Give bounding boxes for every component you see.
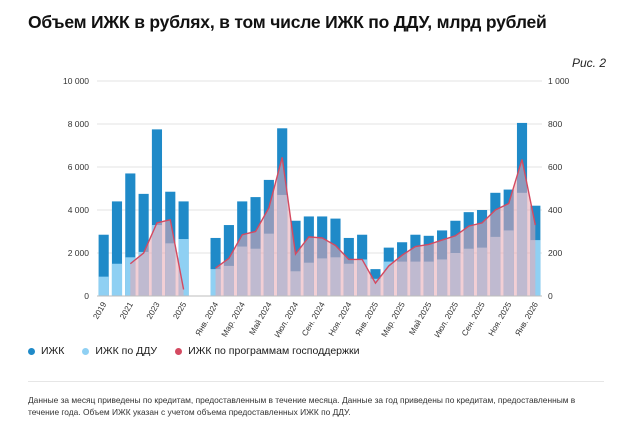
bar-izhk (210, 237, 221, 296)
y-tick-label-left: 4 000 (68, 205, 90, 215)
y-tick-label-right: 400 (548, 205, 562, 215)
bar-izhk-ddu (98, 276, 109, 296)
bar-izhk (151, 129, 163, 296)
y-tick-label-left: 0 (84, 291, 89, 301)
legend: ИЖК ИЖК по ДДУ ИЖК по программам господд… (28, 345, 360, 357)
x-tick-label: Янв. 2024 (194, 300, 221, 337)
chart: 0 0 2 000 200 4 000 400 6 000 600 8 000 800 10 000… (63, 76, 570, 339)
legend-label-izhk-ddu: ИЖК по ДДУ (95, 345, 158, 357)
y-tick-label-right: 0 (548, 291, 553, 301)
divider (28, 381, 604, 382)
bar-izhk-ddu (111, 263, 123, 296)
bar-izhk (98, 234, 109, 296)
legend-swatch-izhk (28, 347, 35, 355)
x-tick-label: Май 2025 (407, 300, 433, 337)
y-tick-label-left: 8 000 (68, 119, 90, 129)
x-tick-label: Сен. 2024 (300, 300, 327, 338)
x-tick-label: 2023 (145, 300, 162, 321)
x-tick-label: Июл. 2024 (273, 300, 301, 339)
y-tick-label-left: 6 000 (68, 162, 90, 172)
footnote: Данные за месяц приведены по кредитам, п… (28, 395, 576, 417)
x-tick-label: Ноя. 2025 (487, 300, 514, 338)
legend-item-izhk-gov: ИЖК по программам господдержки (175, 345, 360, 357)
x-tick-label: Мар. 2025 (380, 300, 407, 338)
x-tick-label: Сен. 2025 (460, 300, 487, 338)
y-tick-label-left: 10 000 (63, 76, 89, 86)
line-izhk-gov (129, 218, 185, 290)
x-tick-label: 2021 (118, 300, 135, 321)
x-tick-label: Янв. 2025 (354, 300, 381, 337)
legend-item-izhk-ddu: ИЖК по ДДУ (82, 345, 157, 357)
x-tick-label: Июл. 2025 (433, 300, 461, 339)
x-tick-label: Янв. 2026 (513, 300, 540, 337)
area-izhk-gov (215, 157, 536, 296)
area-izhk-gov (130, 219, 184, 296)
legend-label-izhk: ИЖК (41, 345, 65, 357)
line-izhk-gov (215, 157, 537, 285)
y-tick-label-right: 600 (548, 162, 562, 172)
legend-swatch-izhk-gov (175, 347, 183, 355)
y-tick-label-right: 1 000 (548, 76, 570, 86)
x-tick-label: Май 2024 (248, 300, 274, 337)
bar-izhk (125, 173, 136, 296)
x-tick-label: 2019 (91, 300, 108, 321)
x-tick-label: Мар. 2024 (220, 300, 247, 338)
legend-label-izhk-gov: ИЖК по программам господдержки (188, 345, 360, 357)
bar-izhk (111, 201, 123, 296)
legend-item-izhk: ИЖК (28, 345, 64, 357)
x-tick-label: Ноя. 2024 (327, 300, 354, 338)
x-tick-label: 2025 (171, 300, 188, 321)
chart-title: Объем ИЖК в рублях, в том числе ИЖК по Д… (28, 12, 547, 32)
legend-swatch-izhk-ddu (82, 347, 90, 355)
figure-label: Рис. 2 (571, 56, 606, 70)
y-tick-label-left: 2 000 (68, 248, 90, 258)
bar-izhk-ddu (178, 239, 189, 296)
y-tick-label-right: 800 (548, 119, 562, 129)
bar-izhk (138, 193, 149, 296)
y-tick-label-right: 200 (548, 248, 562, 258)
